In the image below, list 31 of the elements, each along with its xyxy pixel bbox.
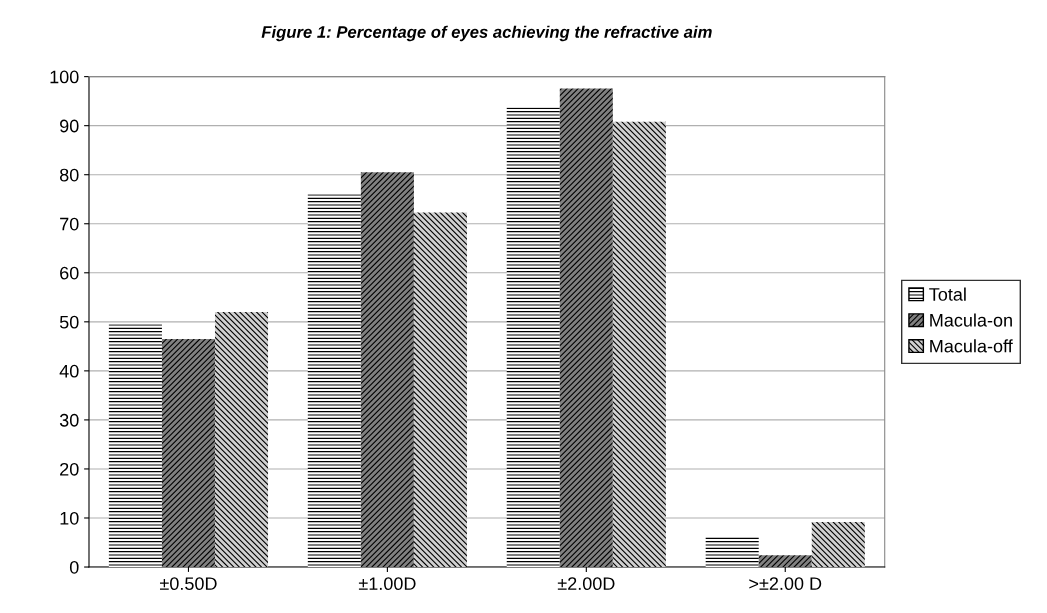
bar — [161, 338, 215, 568]
y-tick-label: 100 — [50, 70, 79, 84]
legend-label: Macula-on — [930, 313, 1012, 327]
bar — [811, 521, 865, 568]
bar — [758, 555, 812, 568]
bar — [612, 121, 666, 568]
legend-label: Macula-off — [930, 339, 1013, 353]
x-tick-label: ±1.00D — [358, 577, 416, 591]
y-tick-label: 40 — [59, 364, 79, 378]
y-tick-label: 30 — [59, 413, 79, 427]
bar — [214, 312, 269, 568]
y-tick-label: 0 — [69, 560, 79, 574]
chart-title: Figure 1: Percentage of eyes achieving the refractive aim — [261, 25, 712, 42]
y-tick-label: 90 — [60, 119, 79, 133]
x-tick-label: ±2.00D — [557, 577, 615, 591]
y-tick-label: 50 — [59, 315, 79, 329]
y-tick-label: 70 — [60, 217, 79, 231]
legend-label: Total — [929, 287, 966, 301]
bar — [506, 107, 560, 568]
bar — [705, 536, 759, 568]
bar — [360, 172, 414, 568]
y-tick-label: 80 — [59, 168, 79, 182]
x-tick-label: ±0.50D — [159, 577, 217, 591]
x-tick-label: >±2.00 D — [749, 577, 822, 591]
bar — [413, 212, 467, 568]
y-tick-label: 10 — [60, 511, 79, 525]
bar — [108, 324, 162, 568]
bar — [307, 194, 361, 568]
y-tick-label: 20 — [60, 462, 79, 476]
bar — [559, 88, 613, 568]
y-tick-label: 60 — [60, 266, 79, 280]
